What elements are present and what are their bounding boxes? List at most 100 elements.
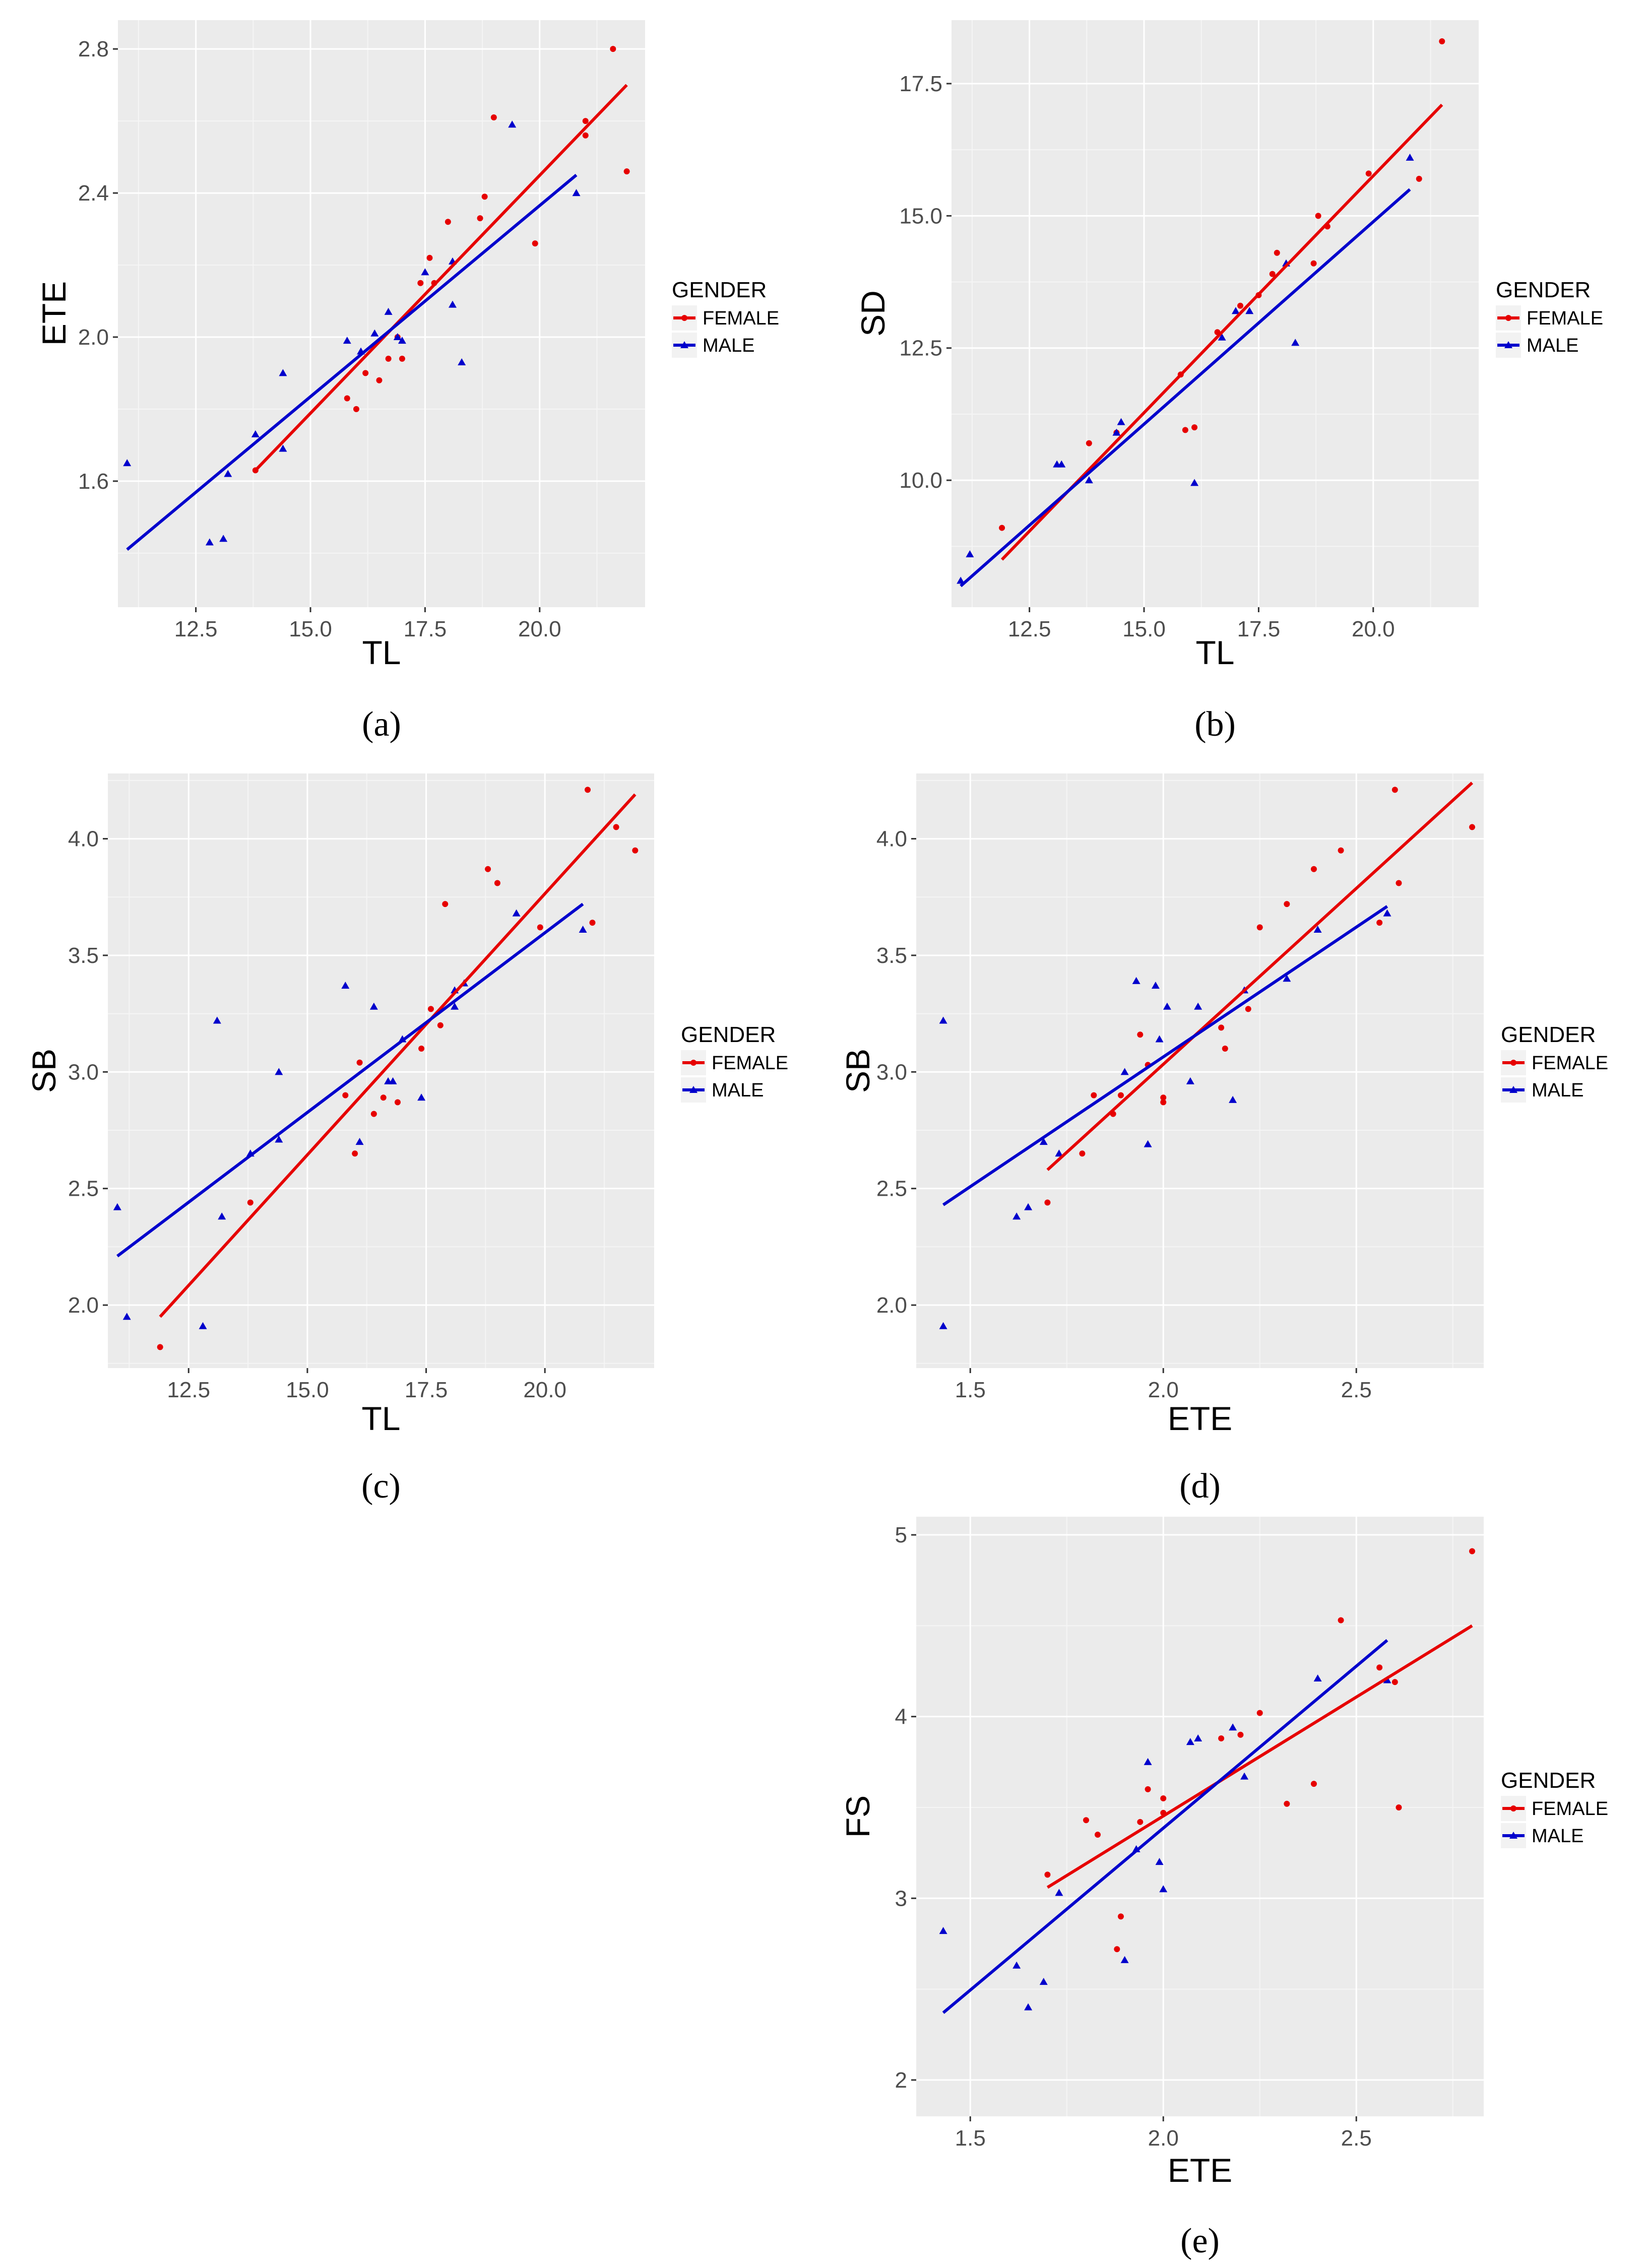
female-fit-line	[254, 84, 628, 472]
male-point	[275, 1135, 283, 1143]
female-point	[1245, 1006, 1251, 1012]
y-tick-label: 2.0	[876, 1293, 907, 1318]
x-tick-label: 2.0	[1148, 2126, 1179, 2151]
male-point	[572, 189, 581, 197]
male-point	[341, 982, 350, 989]
plot-background	[916, 1517, 1484, 2116]
panel-label: (c)	[361, 1467, 401, 1506]
panel-e: 1.5 2.0 2.5 2 3 4 5 ETE FS GENDER FEMALE…	[839, 1517, 1608, 2260]
male-point	[251, 430, 260, 437]
y-tick-label: 15.0	[899, 204, 942, 228]
male-point	[1112, 428, 1121, 436]
female-point	[1256, 924, 1263, 931]
male-point	[1024, 2003, 1033, 2011]
female-point	[1396, 1804, 1402, 1810]
y-tick-label: 3.5	[68, 943, 99, 968]
female-point	[1310, 1781, 1317, 1787]
legend-title: GENDER	[1501, 1768, 1596, 1793]
male-point	[1155, 1035, 1164, 1043]
x-tick-label: 2.5	[1341, 2126, 1372, 2151]
x-tick-label: 20.0	[523, 1378, 566, 1402]
female-fit-line	[159, 793, 637, 1318]
grid	[916, 1517, 1484, 2116]
female-point	[1114, 1946, 1120, 1953]
legend-label-male: MALE	[1527, 335, 1578, 356]
female-point	[1117, 1092, 1124, 1098]
x-axis-label: TL	[361, 1400, 400, 1437]
female-point	[437, 1022, 444, 1028]
legend-label-male: MALE	[1532, 1080, 1583, 1101]
female-point	[1044, 1199, 1051, 1206]
male-point	[123, 459, 132, 467]
female-point	[613, 824, 619, 830]
male-point	[1039, 1138, 1048, 1145]
male-point	[1117, 418, 1125, 425]
female-point	[1391, 1679, 1398, 1686]
male-point	[279, 444, 287, 452]
legend-point-male	[1509, 1832, 1517, 1839]
male-point	[417, 1093, 426, 1101]
male-point	[369, 1002, 378, 1010]
y-axis-label: FS	[839, 1795, 876, 1838]
y-tick-label: 4.0	[68, 827, 99, 852]
legend-title: GENDER	[681, 1022, 776, 1047]
male-point	[458, 358, 466, 365]
x-tick-label: 12.5	[1008, 617, 1051, 641]
male-point	[1245, 307, 1254, 314]
male-point	[1190, 479, 1199, 486]
female-point	[537, 924, 543, 931]
female-point	[1044, 1871, 1051, 1878]
marks	[939, 782, 1476, 1329]
female-point	[417, 280, 424, 286]
x-tick-label: 17.5	[1237, 617, 1281, 641]
female-point	[582, 118, 589, 124]
grid	[108, 773, 654, 1368]
female-point	[1338, 1617, 1344, 1624]
panel-d: 1.5 2.0 2.5 2.0 2.5 3.0 3.5 4.0 ETE SB G…	[839, 773, 1608, 1506]
legend-label-female: FEMALE	[1532, 1798, 1608, 1820]
grid	[118, 20, 645, 607]
x-tick-label: 2.0	[1148, 1378, 1179, 1402]
female-point	[1095, 1832, 1101, 1838]
legend-label-female: FEMALE	[703, 308, 779, 329]
female-point	[1117, 1913, 1124, 1920]
y-tick-label: 2.0	[68, 1293, 99, 1318]
y-axis-label: ETE	[35, 281, 73, 346]
legend-title: GENDER	[1501, 1022, 1596, 1047]
female-point	[1469, 824, 1476, 830]
y-axis-label: SD	[854, 290, 892, 337]
x-tick-label: 15.0	[286, 1378, 329, 1402]
female-point	[1079, 1150, 1086, 1157]
y-tick-label: 12.5	[899, 336, 942, 361]
male-point	[1144, 1758, 1152, 1765]
male-point	[966, 550, 974, 558]
male-fit-line	[116, 902, 584, 1258]
legend-point-female	[681, 315, 687, 321]
legend-label-male: MALE	[712, 1080, 764, 1101]
male-point	[279, 369, 287, 376]
female-point	[1086, 440, 1092, 446]
female-point	[427, 1006, 434, 1012]
x-tick-label: 15.0	[289, 617, 332, 641]
x-ticks: 1.5 2.0 2.5	[955, 2126, 1372, 2151]
female-point	[426, 254, 433, 261]
legend-point-male	[680, 341, 688, 348]
male-point	[275, 1068, 283, 1075]
x-tick-label: 17.5	[404, 617, 447, 641]
x-ticks: 12.5 15.0 17.5 20.0	[167, 1378, 566, 1402]
y-tick-label: 2.8	[78, 37, 109, 61]
male-point	[1012, 1961, 1021, 1969]
legend-label-female: FEMALE	[1527, 308, 1603, 329]
legend-point-male	[689, 1086, 698, 1093]
x-ticks: 12.5 15.0 17.5 20.0	[174, 617, 561, 641]
y-tick-label: 10.0	[899, 468, 942, 493]
female-point	[418, 1046, 425, 1052]
male-point	[1194, 1002, 1202, 1010]
panel-c: 12.5 15.0 17.5 20.0 2.0 2.5 3.0 3.5 4.0 …	[25, 773, 788, 1506]
female-point	[582, 132, 589, 139]
male-fit-line	[942, 1639, 1388, 2014]
female-point	[1376, 920, 1383, 926]
male-point	[1144, 1140, 1152, 1147]
male-point	[1024, 1203, 1033, 1210]
